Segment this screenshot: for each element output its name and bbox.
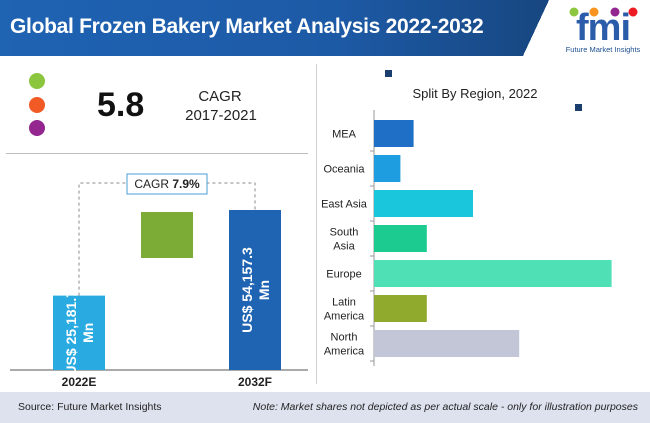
bar-value-label: US$ 25,181.7Mn bbox=[63, 290, 96, 376]
logo-subtitle: Future Market Insights bbox=[565, 45, 641, 54]
decor-square-icon bbox=[385, 70, 392, 77]
source-text: Source: Future Market Insights bbox=[18, 401, 162, 413]
bar-europe bbox=[374, 260, 612, 287]
decor-square-icon bbox=[575, 104, 582, 111]
bar-2032F bbox=[229, 210, 281, 370]
divider bbox=[6, 153, 308, 154]
cagr-label: CAGR bbox=[198, 88, 242, 105]
logo-dot-icon bbox=[589, 7, 599, 17]
logo-dot-icon bbox=[569, 7, 579, 17]
bar-latin-america bbox=[374, 295, 427, 322]
header-banner: Global Frozen Bakery Market Analysis 202… bbox=[0, 0, 556, 56]
bar-north-america bbox=[374, 330, 520, 357]
svg-text:fmi: fmi bbox=[576, 7, 630, 46]
green-dot-icon bbox=[29, 73, 45, 89]
orange-dot-icon bbox=[29, 97, 45, 113]
cagr-annotation-text: CAGR 7.9% bbox=[134, 177, 200, 191]
bar-east-asia bbox=[374, 190, 473, 217]
bar-south-asia bbox=[374, 225, 427, 252]
cagr-growth-block bbox=[141, 212, 193, 258]
page-title: Global Frozen Bakery Market Analysis 202… bbox=[10, 15, 484, 38]
region-label: East Asia bbox=[321, 199, 368, 211]
logo-dot-icon bbox=[628, 7, 638, 17]
category-label: 2022E bbox=[62, 375, 97, 389]
fmi-logo: fmi Future Market Insights bbox=[558, 4, 648, 56]
cagr-period: 2017-2021 bbox=[185, 107, 257, 124]
region-label: North America bbox=[324, 332, 365, 358]
region-label: Europe bbox=[326, 269, 361, 281]
bar-mea bbox=[374, 120, 414, 147]
bar-2022E bbox=[53, 295, 105, 370]
bar-oceania bbox=[374, 155, 401, 182]
region-label: MEA bbox=[332, 129, 357, 141]
cagr-value: 5.8 bbox=[97, 86, 145, 124]
region-split-chart: MEA Oceania East Asia South Asia Europe Latin A… bbox=[321, 110, 612, 366]
footnote-text: Note: Market shares not depicted as per … bbox=[252, 401, 638, 413]
region-label: Latin America bbox=[324, 297, 365, 323]
category-label: 2032F bbox=[238, 375, 272, 389]
footer: Source: Future Market Insights Note: Mar… bbox=[0, 392, 650, 423]
region-label: Oceania bbox=[324, 164, 366, 176]
bar-value-label: US$ 54,157.3Mn bbox=[239, 247, 272, 333]
fmi-logo-mark: fmi bbox=[569, 7, 638, 49]
purple-dot-icon bbox=[29, 120, 45, 136]
region-label: South Asia bbox=[330, 227, 359, 253]
divider bbox=[316, 64, 317, 384]
cagr-annotation-box bbox=[126, 173, 208, 195]
logo-dot-icon bbox=[610, 7, 620, 17]
region-chart-title: Split By Region, 2022 bbox=[412, 86, 538, 101]
